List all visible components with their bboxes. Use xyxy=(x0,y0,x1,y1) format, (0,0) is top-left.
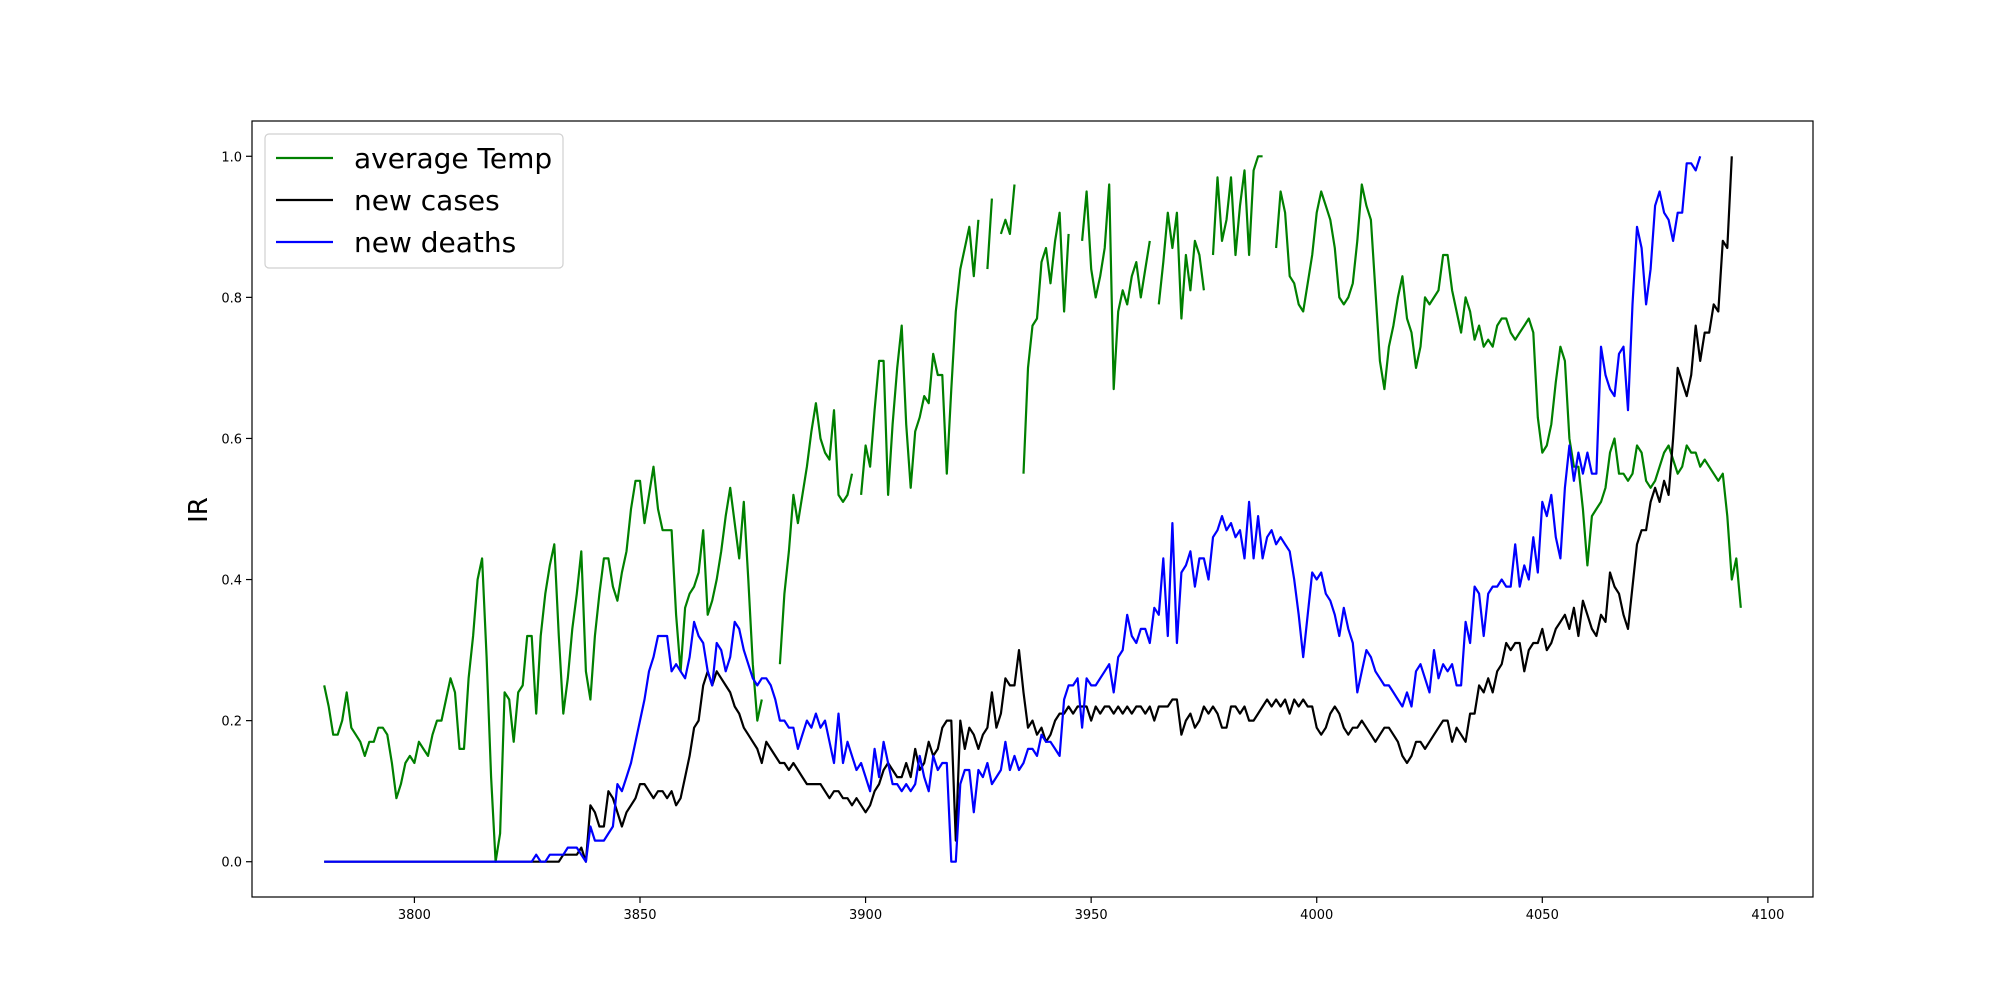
y-tick-label: 0.4 xyxy=(221,574,242,589)
x-tick-label: 4050 xyxy=(1526,908,1559,923)
x-tick-label: 3800 xyxy=(398,908,431,923)
series-line-new-cases xyxy=(324,156,1733,863)
x-tick-label: 4000 xyxy=(1300,908,1333,923)
y-tick-label: 0.2 xyxy=(221,715,242,730)
x-tick-label: 4100 xyxy=(1751,908,1784,923)
y-axis: 0.0 0.2 0.4 0.6 0.8 1.0 xyxy=(221,150,252,871)
legend-box xyxy=(264,133,564,269)
y-axis-title: IR xyxy=(184,497,214,523)
x-tick-label: 3850 xyxy=(623,908,656,923)
y-tick-label: 0.0 xyxy=(221,856,242,871)
y-tick-label: 0.8 xyxy=(221,291,242,306)
series-line-average-temp xyxy=(323,155,1742,863)
legend: average Temp new cases new deaths xyxy=(264,133,564,269)
legend-label: new cases xyxy=(354,184,500,217)
series-line-new-deaths xyxy=(324,155,1702,863)
x-axis: 3800 3850 3900 3950 4000 4050 4100 xyxy=(398,897,1784,923)
legend-label: average Temp xyxy=(354,142,552,175)
x-tick-label: 3900 xyxy=(849,908,882,923)
legend-label: new deaths xyxy=(354,226,516,259)
y-tick-label: 0.6 xyxy=(221,432,242,447)
x-tick-label: 3950 xyxy=(1075,908,1108,923)
plot-frame xyxy=(251,120,1814,898)
series-layer xyxy=(323,155,1742,863)
y-tick-label: 1.0 xyxy=(221,150,242,165)
